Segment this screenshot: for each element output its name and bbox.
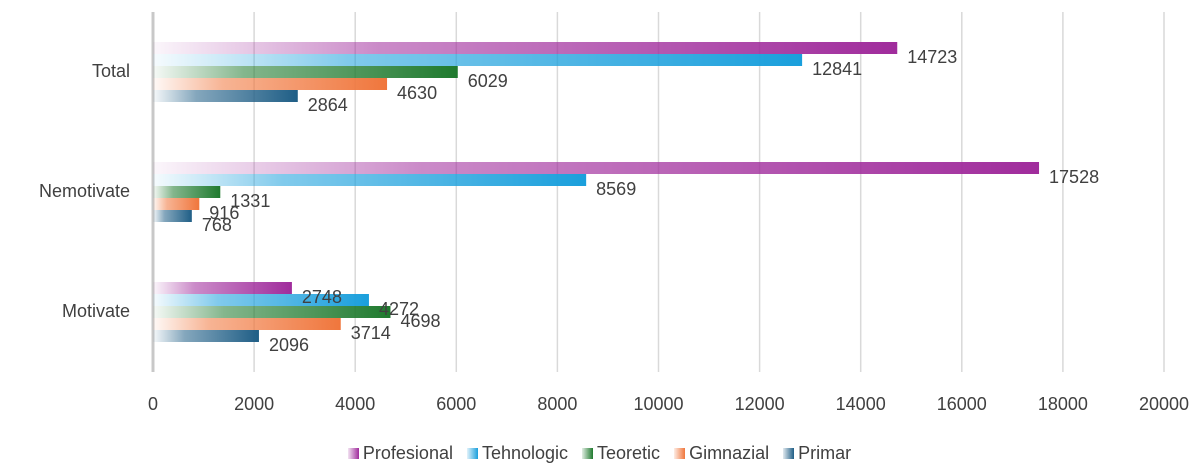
x-tick-label: 14000 bbox=[836, 394, 886, 414]
x-tick-label: 2000 bbox=[234, 394, 274, 414]
bar-tehnologic bbox=[153, 294, 369, 306]
legend-item: Primar bbox=[783, 443, 851, 464]
x-axis-ticks: 0 2000 4000 6000 8000 10000 12000 14000 16000 180… bbox=[148, 394, 1189, 414]
x-tick-label: 0 bbox=[148, 394, 158, 414]
category-labels: Motivate Nemotivate Total bbox=[39, 61, 130, 321]
data-label: 3714 bbox=[351, 323, 391, 343]
bar-gimnazial bbox=[153, 78, 388, 90]
legend-swatch bbox=[582, 448, 594, 459]
x-tick-label: 18000 bbox=[1038, 394, 1088, 414]
bar-chart: 0 2000 4000 6000 8000 10000 12000 14000 16000 180… bbox=[39, 12, 1189, 414]
legend-swatch bbox=[783, 448, 795, 459]
data-label: 4630 bbox=[397, 83, 437, 103]
legend-swatch bbox=[466, 448, 478, 459]
bar-gimnazial bbox=[153, 198, 200, 210]
data-label: 1331 bbox=[230, 191, 270, 211]
bar-primar bbox=[153, 90, 298, 102]
data-label: 768 bbox=[202, 215, 232, 235]
data-label: 14723 bbox=[907, 47, 957, 67]
bar-teoretic bbox=[153, 306, 391, 318]
bar-profesional bbox=[153, 282, 292, 294]
data-label: 2864 bbox=[308, 95, 348, 115]
x-tick-label: 12000 bbox=[735, 394, 785, 414]
legend-item: Teoretic bbox=[582, 443, 660, 464]
legend-label: Primar bbox=[798, 443, 852, 463]
legend-label: Profesional bbox=[362, 443, 453, 463]
category-label: Total bbox=[92, 61, 130, 81]
x-tick-label: 4000 bbox=[335, 394, 375, 414]
data-label: 916 bbox=[209, 203, 239, 223]
legend-item: Profesional bbox=[347, 443, 453, 464]
category-label: Motivate bbox=[62, 301, 130, 321]
x-tick-label: 6000 bbox=[436, 394, 476, 414]
legend-item: Gimnazial bbox=[674, 443, 769, 464]
legend-swatch bbox=[674, 448, 686, 459]
data-label: 17528 bbox=[1049, 167, 1099, 187]
data-label: 2096 bbox=[269, 335, 309, 355]
data-label: 4698 bbox=[400, 311, 440, 331]
bar-profesional bbox=[153, 42, 898, 54]
bar-teoretic bbox=[153, 66, 458, 78]
legend-label: Gimnazial bbox=[689, 443, 770, 463]
data-label: 2748 bbox=[302, 287, 342, 307]
legend-label: Teoretic bbox=[597, 443, 661, 463]
data-label: 8569 bbox=[596, 179, 636, 199]
bar-profesional bbox=[153, 162, 1040, 174]
bar-primar bbox=[153, 210, 192, 222]
x-tick-label: 16000 bbox=[937, 394, 987, 414]
data-label: 12841 bbox=[812, 59, 862, 79]
data-label: 6029 bbox=[468, 71, 508, 91]
bar-primar bbox=[153, 330, 259, 342]
legend-item: Tehnologic bbox=[466, 443, 569, 464]
data-label: 4272 bbox=[379, 299, 419, 319]
category-label: Nemotivate bbox=[39, 181, 130, 201]
x-tick-label: 8000 bbox=[537, 394, 577, 414]
x-tick-label: 20000 bbox=[1139, 394, 1189, 414]
legend-label: Tehnologic bbox=[481, 443, 569, 463]
bar-tehnologic bbox=[153, 54, 803, 66]
bar-tehnologic bbox=[153, 174, 587, 186]
bar-teoretic bbox=[153, 186, 221, 198]
legend-swatch bbox=[347, 448, 359, 459]
legend: Profesional Tehnologic Teoretic Gimnazial Pr… bbox=[0, 441, 1199, 466]
x-tick-label: 10000 bbox=[633, 394, 683, 414]
bars bbox=[153, 42, 1040, 342]
bar-gimnazial bbox=[153, 318, 341, 330]
